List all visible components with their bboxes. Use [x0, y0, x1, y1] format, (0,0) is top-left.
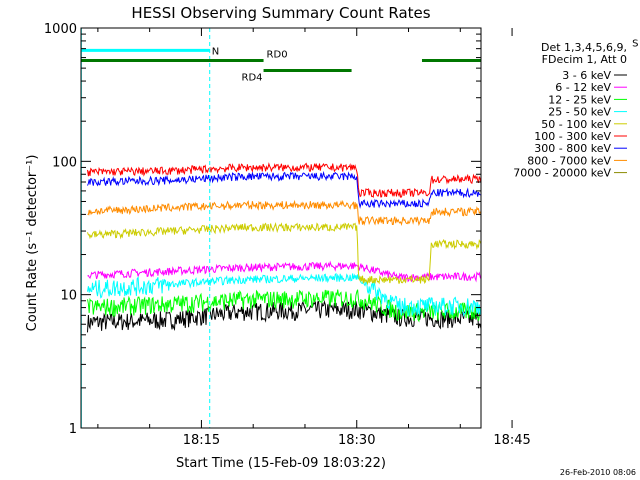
legend-label-1: 3 - 6 keV — [562, 69, 611, 82]
legend-label-5: 50 - 100 keV — [541, 118, 611, 131]
series-line-3 — [87, 289, 481, 323]
x-axis-label: Start Time (15-Feb-09 18:03:22) — [176, 456, 386, 471]
legend-label-4: 25 - 50 keV — [548, 106, 611, 119]
y-tick-label-2: 10 — [60, 289, 77, 304]
series-line-5 — [87, 222, 481, 286]
legend-header-1: Det 1,3,4,5,6,9, — [541, 41, 627, 54]
legend-label-3: 12 - 25 keV — [548, 93, 611, 106]
series-line-2 — [87, 260, 481, 283]
legend-label-6: 100 - 300 keV — [534, 130, 611, 143]
flag-label-n: N — [212, 46, 219, 57]
series-line-1 — [87, 299, 481, 333]
y-tick-label-3: 100 — [52, 155, 77, 170]
series-line-6 — [87, 162, 481, 198]
y-tick-label-4: 1000 — [44, 22, 77, 37]
legend-header-2: FDecim 1, Att 0 — [542, 53, 627, 66]
flag-label-rd0: RD0 — [267, 50, 288, 61]
series-line-4 — [87, 272, 481, 318]
series-line-7 — [87, 170, 481, 209]
footer-date: 26-Feb-2010 08:06 — [560, 468, 636, 477]
x-tick-label-2: 18:30 — [338, 433, 375, 448]
series-line-9 — [528, 306, 603, 428]
x-tick-label-1: 18:15 — [183, 433, 220, 448]
y-tick-label-1: 1 — [69, 422, 77, 437]
flag-label-s: S — [632, 38, 638, 49]
legend-label-9: 7000 - 20000 keV — [513, 167, 611, 180]
plot-frame — [80, 27, 482, 429]
legend-label-7: 300 - 800 keV — [534, 142, 611, 155]
x-tick-label-3: 18:45 — [493, 433, 530, 448]
chart-title: HESSI Observing Summary Count Rates — [131, 4, 430, 22]
legend-label-8: 800 - 7000 keV — [527, 154, 611, 167]
legend: Det 1,3,4,5,6,9,FDecim 1, Att 0 3 - 6 keV… — [513, 41, 627, 180]
y-axis-label: Count Rate (s⁻¹ detector⁻¹) — [25, 155, 40, 332]
legend-label-2: 6 - 12 keV — [555, 81, 611, 94]
flag-label-rd4: RD4 — [242, 73, 263, 84]
series-line-8 — [87, 199, 481, 227]
